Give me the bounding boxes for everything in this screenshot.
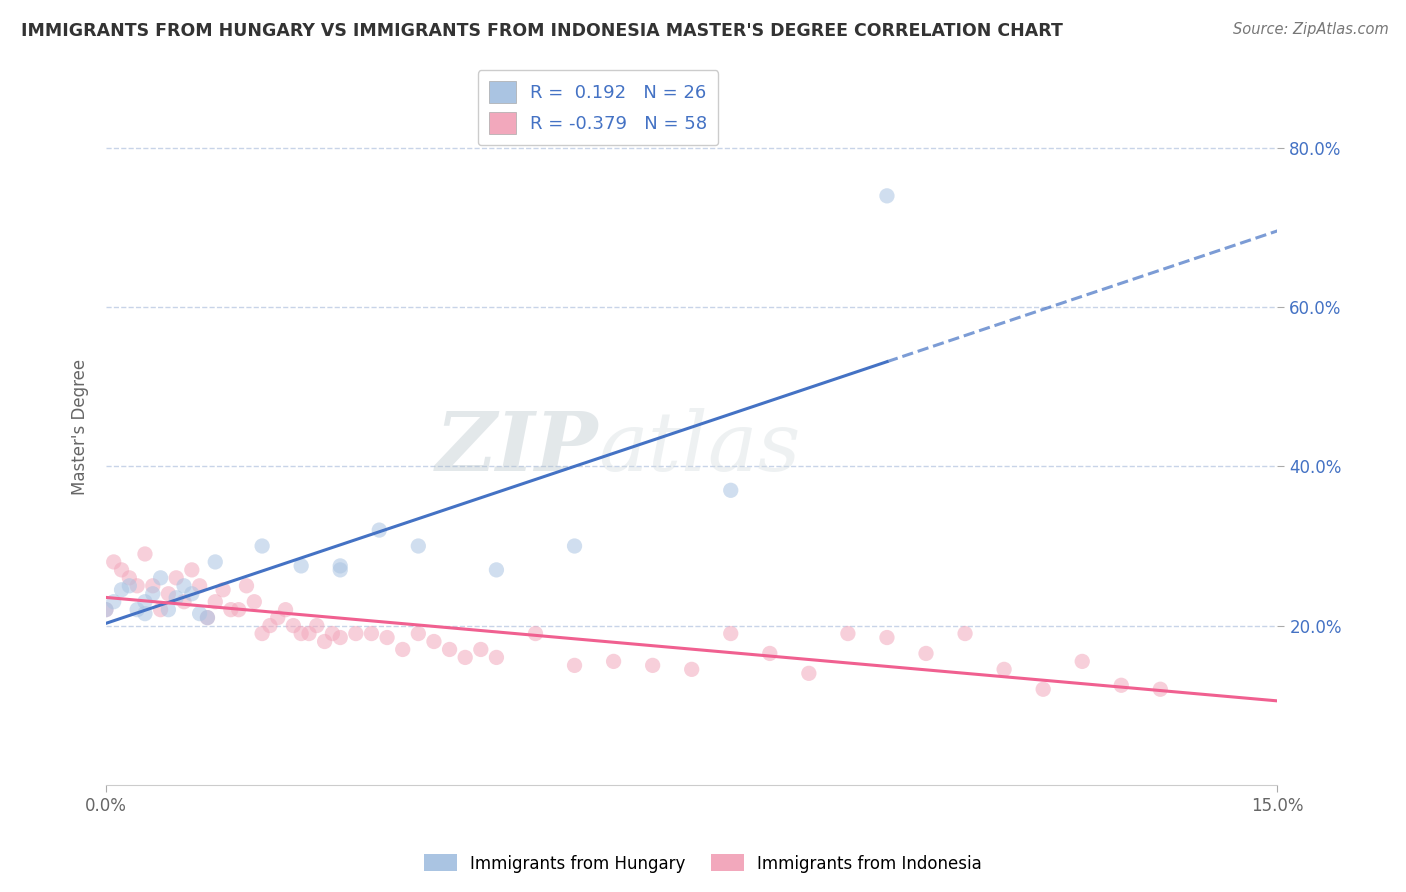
Point	[165, 571, 187, 585]
Point	[235, 579, 257, 593]
Point	[94, 602, 117, 616]
Point	[188, 579, 211, 593]
Point	[290, 626, 312, 640]
Point	[110, 582, 132, 597]
Point	[290, 558, 312, 573]
Point	[485, 563, 508, 577]
Point	[681, 662, 703, 676]
Point	[127, 579, 149, 593]
Point	[408, 539, 430, 553]
Point	[439, 642, 461, 657]
Point	[993, 662, 1015, 676]
Point	[188, 607, 211, 621]
Point	[173, 579, 195, 593]
Point	[720, 483, 742, 498]
Point	[103, 555, 125, 569]
Point	[118, 571, 141, 585]
Point	[470, 642, 492, 657]
Point	[212, 582, 235, 597]
Point	[915, 647, 938, 661]
Point	[118, 579, 141, 593]
Point	[103, 595, 125, 609]
Point	[204, 595, 226, 609]
Point	[94, 602, 117, 616]
Point	[454, 650, 477, 665]
Point	[953, 626, 976, 640]
Point	[797, 666, 820, 681]
Point	[564, 658, 586, 673]
Point	[524, 626, 547, 640]
Point	[127, 602, 149, 616]
Point	[368, 523, 391, 537]
Point	[837, 626, 859, 640]
Y-axis label: Master's Degree: Master's Degree	[72, 359, 89, 495]
Point	[149, 602, 172, 616]
Point	[375, 631, 398, 645]
Point	[250, 626, 273, 640]
Point	[219, 602, 242, 616]
Point	[360, 626, 382, 640]
Point	[149, 571, 172, 585]
Point	[110, 563, 132, 577]
Point	[759, 647, 782, 661]
Point	[180, 587, 202, 601]
Text: Source: ZipAtlas.com: Source: ZipAtlas.com	[1233, 22, 1389, 37]
Point	[197, 610, 219, 624]
Point	[344, 626, 367, 640]
Point	[157, 602, 180, 616]
Point	[1109, 678, 1132, 692]
Point	[1032, 682, 1054, 697]
Point	[1149, 682, 1171, 697]
Legend: Immigrants from Hungary, Immigrants from Indonesia: Immigrants from Hungary, Immigrants from…	[418, 847, 988, 880]
Point	[876, 189, 898, 203]
Point	[321, 626, 343, 640]
Point	[423, 634, 446, 648]
Point	[408, 626, 430, 640]
Point	[134, 607, 156, 621]
Point	[142, 579, 165, 593]
Point	[876, 631, 898, 645]
Point	[329, 558, 352, 573]
Point	[250, 539, 273, 553]
Point	[283, 618, 305, 632]
Point	[564, 539, 586, 553]
Point	[267, 610, 290, 624]
Point	[274, 602, 297, 616]
Text: ZIP: ZIP	[436, 409, 598, 488]
Point	[204, 555, 226, 569]
Point	[329, 563, 352, 577]
Point	[180, 563, 202, 577]
Point	[173, 595, 195, 609]
Point	[243, 595, 266, 609]
Point	[157, 587, 180, 601]
Point	[298, 626, 321, 640]
Point	[134, 547, 156, 561]
Point	[391, 642, 413, 657]
Point	[197, 610, 219, 624]
Legend: R =  0.192   N = 26, R = -0.379   N = 58: R = 0.192 N = 26, R = -0.379 N = 58	[478, 70, 718, 145]
Point	[720, 626, 742, 640]
Point	[329, 631, 352, 645]
Point	[228, 602, 250, 616]
Point	[165, 591, 187, 605]
Point	[641, 658, 664, 673]
Point	[305, 618, 328, 632]
Point	[134, 595, 156, 609]
Text: IMMIGRANTS FROM HUNGARY VS IMMIGRANTS FROM INDONESIA MASTER'S DEGREE CORRELATION: IMMIGRANTS FROM HUNGARY VS IMMIGRANTS FR…	[21, 22, 1063, 40]
Point	[485, 650, 508, 665]
Point	[1071, 654, 1094, 668]
Point	[314, 634, 336, 648]
Point	[602, 654, 624, 668]
Text: atlas: atlas	[598, 409, 800, 488]
Point	[259, 618, 281, 632]
Point	[142, 587, 165, 601]
